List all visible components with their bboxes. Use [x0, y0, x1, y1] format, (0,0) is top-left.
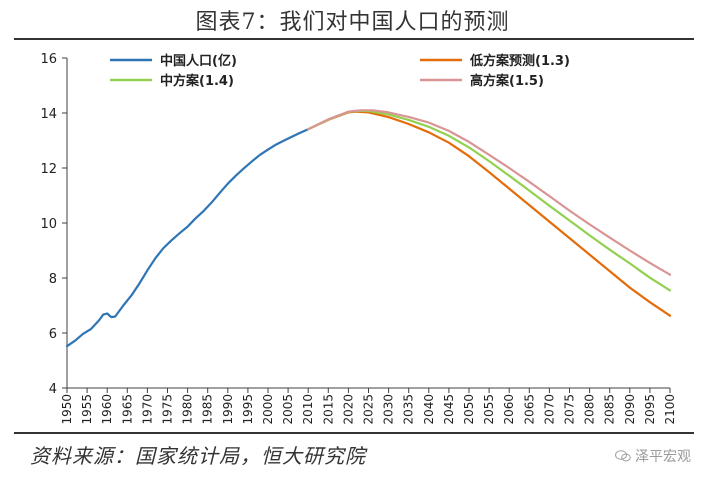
watermark-text: 泽平宏观 [635, 449, 691, 465]
x-tick-label: 1960 [100, 394, 114, 425]
x-tick-label: 1980 [181, 394, 195, 425]
x-tick-label: 2065 [522, 394, 536, 425]
x-tick-label: 2095 [643, 394, 657, 425]
watermark: 泽平宏观 [615, 446, 691, 466]
series-line-1 [307, 110, 672, 317]
source-note: 资料来源：国家统计局，恒大研究院 [30, 444, 366, 468]
title-rule [14, 38, 694, 40]
x-tick-label: 1950 [60, 394, 74, 425]
chart-series [65, 109, 672, 348]
legend-label-3: 高方案(1.5) [470, 73, 544, 89]
x-tick-label: 1990 [221, 394, 235, 425]
x-tick-label: 2015 [321, 394, 335, 425]
x-tick-label: 1965 [120, 394, 134, 425]
x-tick-label: 2070 [542, 394, 556, 425]
x-tick-label: 2060 [502, 394, 516, 425]
y-tick-label: 16 [40, 52, 57, 67]
legend-label-1: 低方案预测(1.3) [469, 53, 570, 69]
x-tick-label: 2040 [422, 394, 436, 425]
source-rule [14, 432, 694, 434]
x-tick-label: 2020 [341, 394, 355, 425]
y-tick-label: 8 [49, 272, 57, 287]
x-tick-label: 1995 [241, 394, 255, 425]
x-tick-label: 2090 [623, 394, 637, 425]
y-tick-label: 12 [40, 162, 57, 177]
wechat-icon [615, 450, 631, 462]
x-tick-label: 1975 [161, 394, 175, 425]
y-tick-label: 14 [40, 107, 57, 122]
series-line-2 [307, 109, 672, 292]
x-tick-label: 2055 [482, 394, 496, 425]
y-tick-label: 6 [49, 327, 57, 342]
chart-axes: 4 6 8 10 12 14 16 1950 1955 1960 1965 1970 1975 1980 1… [40, 52, 677, 425]
x-tick-label: 2030 [382, 394, 396, 425]
x-tick-label: 2100 [663, 394, 677, 425]
x-tick-label: 2080 [583, 394, 597, 425]
x-tick-label: 2085 [603, 394, 617, 425]
x-tick-label: 2005 [281, 394, 295, 425]
series-line-0 [65, 128, 310, 348]
x-tick-label: 2010 [301, 394, 315, 425]
legend-label-2: 中方案(1.4) [160, 73, 234, 89]
y-tick-label: 10 [40, 217, 57, 232]
x-tick-label: 2075 [563, 394, 577, 425]
x-tick-label: 2000 [261, 394, 275, 425]
x-tick-label: 2045 [442, 394, 456, 425]
x-tick-label: 2025 [362, 394, 376, 425]
series-line-3 [307, 109, 672, 276]
x-tick-label: 1970 [140, 394, 154, 425]
chart-legend: 中国人口(亿) 低方案预测(1.3) 中方案(1.4) 高方案(1.5) [110, 53, 570, 89]
y-tick-label: 4 [49, 382, 57, 397]
x-tick-label: 2035 [402, 394, 416, 425]
chart-title: 图表7：我们对中国人口的预测 [195, 10, 510, 35]
legend-label-0: 中国人口(亿) [160, 53, 237, 69]
x-tick-label: 1955 [80, 394, 94, 425]
x-tick-label: 1985 [201, 394, 215, 425]
x-tick-label: 2050 [462, 394, 476, 425]
